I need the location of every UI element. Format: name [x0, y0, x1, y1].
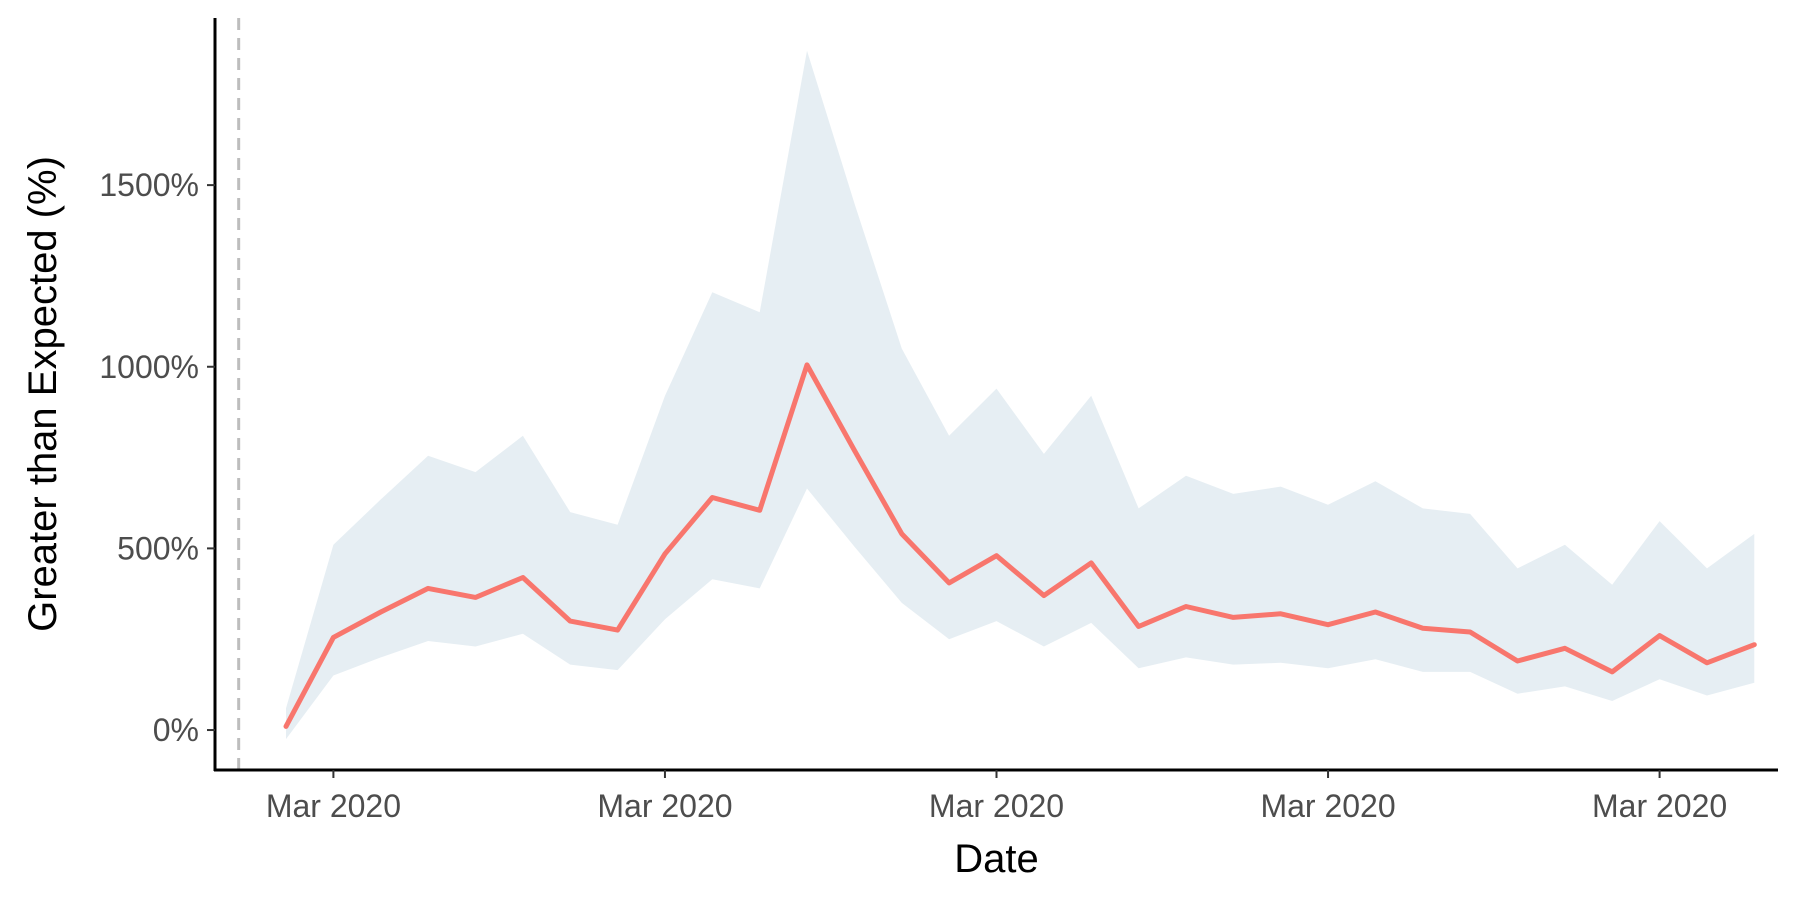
data-point	[1705, 660, 1710, 665]
data-point	[1184, 604, 1189, 609]
data-point	[1231, 615, 1236, 620]
y-tick-label: 500%	[117, 530, 199, 566]
data-point	[1089, 560, 1094, 565]
data-point	[994, 553, 999, 558]
x-axis-title: Date	[954, 837, 1039, 881]
data-point	[805, 362, 810, 367]
axes: 0% 500% 1000% 1500% Mar 2020 Mar 2020 Mar 2020…	[99, 18, 1778, 824]
confidence-ribbon	[286, 50, 1755, 740]
data-point	[1468, 630, 1473, 635]
data-point	[1657, 633, 1662, 638]
data-point	[378, 610, 383, 615]
data-point	[615, 628, 620, 633]
data-point	[1136, 624, 1141, 629]
data-point	[1278, 611, 1283, 616]
data-point	[899, 531, 904, 536]
y-tick-label: 1500%	[99, 167, 199, 203]
data-point	[710, 495, 715, 500]
data-point	[1752, 642, 1757, 647]
data-point	[568, 619, 573, 624]
data-point	[1562, 646, 1567, 651]
data-point	[1373, 610, 1378, 615]
data-point	[1420, 626, 1425, 631]
data-point	[284, 724, 289, 729]
data-point	[1041, 593, 1046, 598]
x-tick-label: Mar 2020	[1260, 788, 1395, 824]
y-tick-label: 1000%	[99, 349, 199, 385]
data-point	[852, 448, 857, 453]
x-tick-label: Mar 2020	[929, 788, 1064, 824]
data-point	[663, 551, 668, 556]
y-tick-label: 0%	[153, 712, 199, 748]
data-point	[1515, 659, 1520, 664]
data-point	[426, 586, 431, 591]
x-tick-label: Mar 2020	[597, 788, 732, 824]
plot-area	[237, 18, 1757, 770]
data-point	[1610, 669, 1615, 674]
data-point	[947, 580, 952, 585]
x-tick-label: Mar 2020	[1592, 788, 1727, 824]
series-line	[283, 362, 1757, 729]
y-axis-title: Greater than Expected (%)	[21, 156, 65, 632]
data-point	[1326, 622, 1331, 627]
x-tick-label: Mar 2020	[266, 788, 401, 824]
data-point	[473, 595, 478, 600]
data-point	[331, 635, 336, 640]
data-point	[757, 508, 762, 513]
data-point	[520, 575, 525, 580]
